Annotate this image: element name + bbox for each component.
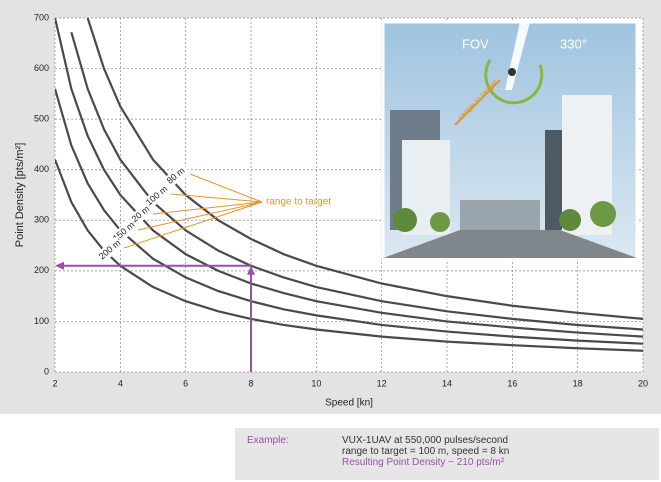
inset-fov: FOV: [462, 36, 489, 51]
label-bg: [96, 237, 124, 263]
inset-photo: FOV 330° range to target: [381, 20, 639, 260]
y-tick-label: 300: [34, 215, 49, 225]
x-tick-label: 12: [377, 378, 387, 388]
y-tick-label: 200: [34, 265, 49, 275]
arrow-head: [55, 261, 64, 270]
example-lines: VUX-1UAV at 550,000 pulses/second range …: [342, 435, 509, 468]
arrow-head: [247, 265, 255, 275]
annotation-line: [170, 193, 263, 203]
x-tick-label: 2: [52, 378, 57, 388]
y-axis-label: Point Density [pts/m²]: [14, 143, 26, 248]
y-tick-label: 0: [44, 366, 49, 376]
chart: Point Density [pts/m²] Speed [kn] 2 4 6 8 10…: [0, 0, 661, 414]
example-label: Example:: [247, 435, 289, 446]
example-line: VUX-1UAV at 550,000 pulses/second: [342, 435, 509, 446]
x-tick-label: 16: [507, 378, 517, 388]
y-tick-label: 600: [34, 63, 49, 73]
y-tick-label: 700: [34, 12, 49, 22]
annotation-line: [137, 201, 263, 231]
y-tick-label: 400: [34, 164, 49, 174]
x-tick-label: 14: [442, 378, 452, 388]
x-tick-label: 10: [311, 378, 321, 388]
y-tick-label: 100: [34, 316, 49, 326]
example-line: range to target = 100 m, speed = 8 kn: [342, 446, 510, 457]
example-line: Resulting Point Density ~ 210 pts/m²: [342, 457, 505, 468]
series-line: [55, 159, 643, 352]
x-tick-label: 4: [118, 378, 123, 388]
annotation: range to target: [266, 197, 331, 208]
y-tick-label: 500: [34, 114, 49, 124]
series-line: [86, 18, 643, 320]
inset-angle: 330°: [560, 36, 587, 51]
x-axis-label: Speed [kn]: [325, 398, 373, 409]
series-line: [55, 88, 643, 345]
annotation-line: [189, 173, 263, 203]
annotation-line: [123, 201, 263, 249]
x-tick-label: 20: [638, 378, 648, 388]
x-tick-label: 18: [573, 378, 583, 388]
label-bg: [143, 183, 171, 209]
annotation-line: [152, 201, 263, 215]
series-line: [55, 18, 643, 338]
example-box: Example: VUX-1UAV at 550,000 pulses/seco…: [235, 428, 659, 480]
x-tick-label: 8: [248, 378, 253, 388]
x-tick-label: 6: [183, 378, 188, 388]
label-bg: [162, 163, 190, 189]
